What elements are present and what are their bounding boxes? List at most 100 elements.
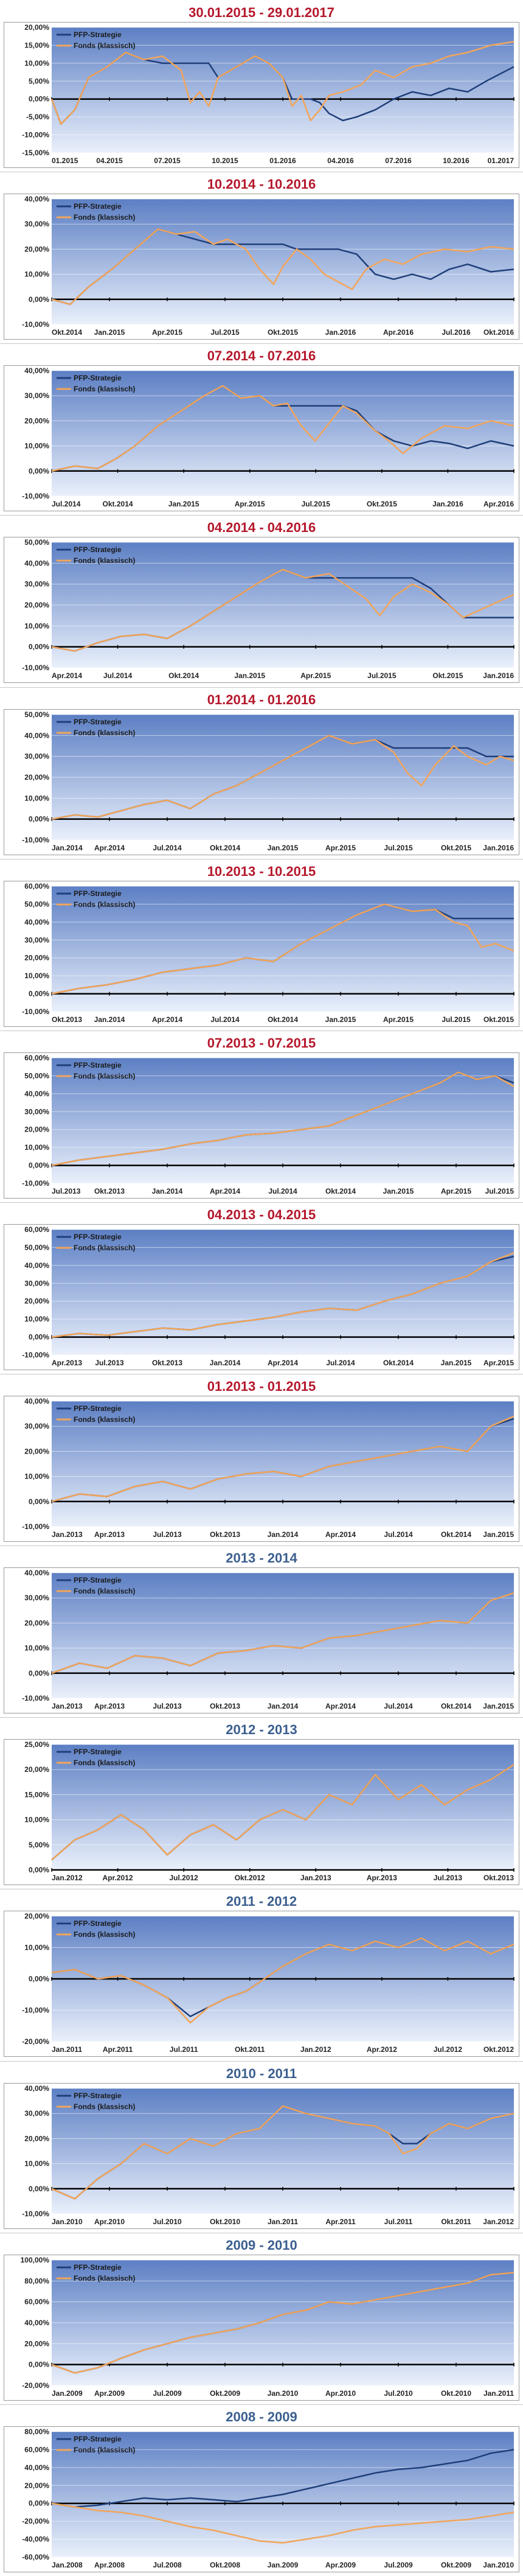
x-tick-label: Jan.2013 [52,1702,83,1710]
x-tick-label: Apr.2008 [94,2561,125,2569]
line-chart: -60,00% -40,00% -20,00% 0,00% 20,00% 40,00% 60… [22,2427,514,2569]
y-tick-label: -10,00% [22,1351,49,1359]
legend-label-fonds: Fonds (klassisch) [74,900,135,909]
x-tick-label: Jan.2012 [52,1874,83,1882]
y-tick-label: 10,00% [24,971,49,980]
y-tick-label: 10,00% [24,1315,49,1323]
y-tick-label: 30,00% [24,1594,49,1602]
y-tick-label: 40,00% [24,195,49,203]
y-tick-label: 10,00% [24,1944,49,1952]
series-line-fonds [51,1252,514,1338]
y-tick-label: 60,00% [24,2445,49,2454]
y-tick-label: -60,00% [22,2553,49,2561]
x-tick-label: Jan.2010 [268,2389,299,2398]
y-tick-label: 5,00% [29,77,49,85]
x-tick-label: Okt.2013 [152,1359,182,1367]
y-tick-label: 10,00% [24,442,49,450]
x-tick-label: Apr.2011 [325,2217,356,2226]
legend-label-fonds: Fonds (klassisch) [74,1587,135,1595]
x-tick-label: Apr.2013 [94,1530,125,1539]
legend: PFP-Strategie Fonds (klassisch) [57,718,135,737]
x-tick-label: Jan.2015 [168,500,199,508]
x-tick-label: Apr.2016 [483,500,514,508]
x-tick-label: Jan.2016 [483,844,514,852]
x-tick-label: Jul.2015 [302,500,331,508]
y-tick-label: 0,00% [29,1975,49,1983]
y-tick-label: -10,00% [22,1522,49,1531]
x-tick-label: Jul.2014 [153,844,182,852]
chart-title: 2013 - 2014 [226,1550,297,1566]
y-tick-label: -20,00% [22,2381,49,2390]
x-tick-label: Apr.2009 [94,2389,125,2398]
x-tick-label: Jul.2013 [434,1874,463,1882]
y-tick-label: 40,00% [24,918,49,926]
legend-label-fonds: Fonds (klassisch) [74,1759,135,1767]
y-tick-label: 40,00% [24,1569,49,1577]
legend: PFP-Strategie Fonds (klassisch) [57,202,135,222]
x-tick-label: Jan.2016 [483,671,514,680]
y-tick-label: 10,00% [24,1644,49,1653]
y-tick-label: 15,00% [24,1791,49,1799]
legend-label-pfp-strategie: PFP-Strategie [74,1576,122,1584]
x-tick-label: Jan.2011 [52,2045,82,2054]
x-tick-label: Apr.2013 [52,1359,82,1367]
series-line-fonds [51,1071,514,1166]
x-tick-label: Apr.2010 [94,2217,125,2226]
x-tick-label: Jan.2013 [52,1530,83,1539]
legend-label-fonds: Fonds (klassisch) [74,1930,135,1939]
divider [0,1717,523,1718]
legend-label-pfp-strategie: PFP-Strategie [74,374,122,382]
y-tick-label: 20,00% [24,245,49,254]
y-tick-label: 40,00% [24,1090,49,1098]
legend: PFP-Strategie Fonds (klassisch) [57,374,135,393]
chart-title: 04.2014 - 04.2016 [207,520,316,536]
chart-panel: 07.2014 - 07.2016 -10,00% 0,00% 10,00% 20,00… [0,343,523,515]
legend-label-fonds: Fonds (klassisch) [74,41,135,50]
x-tick-label: Jul.2014 [52,500,81,508]
chart-panel: 10.2014 - 10.2016 -10,00% 0,00% 10,00% 20,00… [0,172,523,343]
x-tick-label: Apr.2013 [94,1702,125,1710]
divider [0,2060,523,2062]
y-tick-label: 20,00% [24,2134,49,2143]
legend-label-pfp-strategie: PFP-Strategie [74,2091,122,2100]
x-tick-label: Apr.2014 [52,671,82,680]
series-line-fonds [51,2105,514,2200]
x-tick-label: Okt.2013 [483,1874,514,1882]
x-tick-label: Apr.2014 [210,1187,240,1195]
y-tick-label: 40,00% [24,2319,49,2327]
x-tick-label: Okt.2012 [483,2045,514,2054]
y-tick-label: 20,00% [24,953,49,962]
x-tick-label: Okt.2013 [52,1015,82,1024]
x-tick-label: Jul.2015 [210,328,240,337]
legend-label-fonds: Fonds (klassisch) [74,1072,135,1080]
legend-label-pfp-strategie: PFP-Strategie [74,545,122,554]
y-tick-label: 0,00% [29,1161,49,1169]
y-tick-label: 10,00% [24,270,49,279]
y-tick-label: 20,00% [24,773,49,782]
legend-label-fonds: Fonds (klassisch) [74,1244,135,1252]
y-tick-label: 10,00% [24,1143,49,1152]
x-tick-label: Okt.2009 [441,2561,471,2569]
x-tick-label: Jul.2012 [169,1874,198,1882]
chart-frame: -20,00% -10,00% 0,00% 10,00% 20,00% Jan.2011 A… [4,1911,519,2057]
series-line-fonds [51,1415,514,1503]
x-tick-label: Apr.2014 [325,1530,356,1539]
x-tick-label: Jul.2011 [170,2045,198,2054]
x-tick-label: Jan.2010 [52,2217,83,2226]
y-tick-label: -10,00% [22,2006,49,2015]
x-tick-label: Apr.2013 [367,1874,397,1882]
chart-panel: 2013 - 2014 -10,00% 0,00% 10,00% 20,00% 30,00… [0,1545,523,1717]
x-tick-label: Okt.2013 [210,1702,240,1710]
x-tick-label: 01.2015 [52,156,78,165]
chart-frame: -60,00% -40,00% -20,00% 0,00% 20,00% 40,00% 60… [4,2426,519,2572]
legend: PFP-Strategie Fonds (klassisch) [57,1404,135,1424]
y-tick-label: 0,00% [29,295,49,304]
legend-label-fonds: Fonds (klassisch) [74,2102,135,2111]
legend-label-fonds: Fonds (klassisch) [74,385,135,393]
x-tick-label: Okt.2014 [168,671,199,680]
y-tick-label: 20,00% [24,23,49,32]
x-tick-label: Jan.2010 [483,2561,514,2569]
chart-title: 30.01.2015 - 29.01.2017 [189,5,334,20]
x-tick-label: Jul.2010 [384,2389,413,2398]
x-tick-label: 10.2015 [212,156,238,165]
